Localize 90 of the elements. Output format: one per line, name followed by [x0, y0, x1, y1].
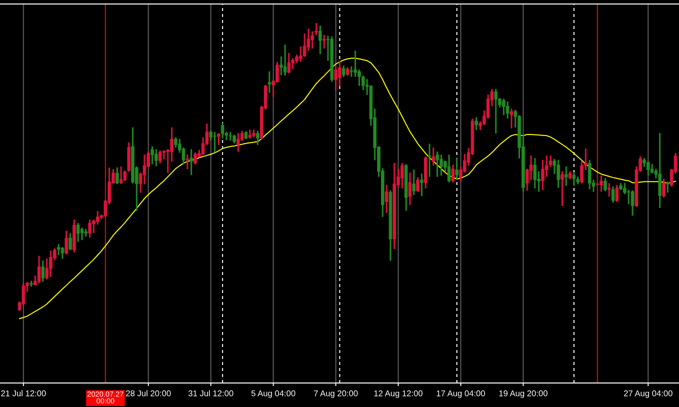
- candlestick: [30, 280, 33, 287]
- candlestick: [588, 160, 592, 190]
- candlestick: [213, 132, 216, 153]
- candlestick: [88, 220, 92, 238]
- candlestick: [154, 149, 158, 166]
- candlestick: [232, 134, 236, 144]
- candlestick: [560, 171, 564, 206]
- candlestick: [408, 172, 412, 206]
- candlestick: [49, 250, 52, 277]
- candlestick: [666, 181, 670, 193]
- candlestick: [502, 98, 506, 116]
- candlestick: [342, 66, 346, 77]
- candlestick: [455, 157, 458, 180]
- candlestick: [474, 117, 478, 130]
- candlestick: [436, 151, 439, 177]
- candlestick: [510, 108, 514, 128]
- candlestick: [37, 256, 41, 284]
- x-tick-label: 17 Aug 04:00: [436, 390, 485, 398]
- x-tick-label: 5 Aug 04:00: [251, 390, 296, 398]
- candlestick: [244, 131, 248, 140]
- candlestick: [346, 67, 350, 76]
- candlestick: [611, 186, 615, 203]
- candlestick: [322, 34, 326, 48]
- candlestick: [248, 130, 252, 139]
- x-tick-label: 31 Jul 12:00: [188, 390, 234, 396]
- candlestick: [412, 170, 416, 196]
- candlestick: [420, 174, 424, 196]
- candlestick: [220, 123, 224, 138]
- candlestick: [662, 178, 666, 198]
- candlestick: [338, 61, 342, 86]
- candlestick: [228, 132, 232, 141]
- candlestick: [572, 172, 576, 186]
- candlestick: [541, 160, 544, 190]
- x-tick-label: 28 Jul 20:00: [126, 390, 171, 396]
- candlestick: [60, 247, 64, 259]
- candlestick: [506, 101, 510, 119]
- x-tick-label: 7 Aug 20:00: [314, 390, 358, 398]
- candlestick: [194, 152, 197, 164]
- candlestick: [158, 150, 162, 164]
- candlestick: [451, 164, 455, 182]
- candlestick: [600, 176, 603, 192]
- candlestick: [432, 147, 436, 166]
- candlestick: [283, 44, 287, 76]
- candlestick: [400, 162, 404, 188]
- x-tick-label: 19 Aug 20:00: [499, 390, 548, 398]
- candlestick: [236, 133, 240, 152]
- candlestick: [440, 154, 443, 176]
- candlestick: [256, 130, 260, 146]
- candlestick: [72, 220, 76, 253]
- candlestick: [564, 166, 568, 186]
- candlestick: [576, 176, 580, 184]
- x-tick-label: 27 Aug 04:00: [624, 390, 672, 398]
- candlestick: [630, 190, 634, 216]
- candlestick: [119, 166, 123, 184]
- candlestick: [447, 154, 451, 182]
- candlestick: [604, 178, 607, 192]
- candlestick: [615, 184, 619, 202]
- candlestick: [64, 230, 68, 255]
- candlestick: [287, 52, 291, 74]
- candlestick: [646, 161, 650, 176]
- candlestick: [658, 133, 662, 208]
- candlestick: [68, 233, 72, 250]
- candlestick: [56, 244, 60, 256]
- candlestick: [416, 177, 420, 192]
- candlestick: [190, 149, 193, 176]
- candlestick: [252, 130, 256, 138]
- candlestick: [150, 146, 154, 164]
- candlestick: [533, 158, 537, 188]
- candlestick: [318, 26, 322, 54]
- candlestick: [186, 154, 190, 170]
- candlestick: [268, 71, 272, 93]
- x-tick-label: 12 Aug 12:00: [374, 390, 422, 398]
- candlestick: [84, 228, 88, 237]
- candlestick: [41, 260, 45, 282]
- candlestick: [404, 164, 408, 211]
- candlestick: [392, 162, 396, 250]
- x-tick-label: 21 Jul 12:00: [1, 390, 46, 396]
- candlestick: [217, 133, 220, 146]
- candlestick: [428, 144, 432, 177]
- candlestick: [494, 88, 498, 134]
- candlestick: [607, 183, 611, 197]
- candlestick: [115, 167, 119, 184]
- candlestick: [330, 36, 334, 82]
- candlestick: [556, 160, 560, 188]
- candlestick: [388, 190, 392, 261]
- candlestick: [568, 171, 572, 180]
- candlestick: [424, 156, 428, 188]
- candlestick: [384, 184, 388, 213]
- candlestick: [619, 183, 622, 190]
- candlestick: [76, 222, 80, 242]
